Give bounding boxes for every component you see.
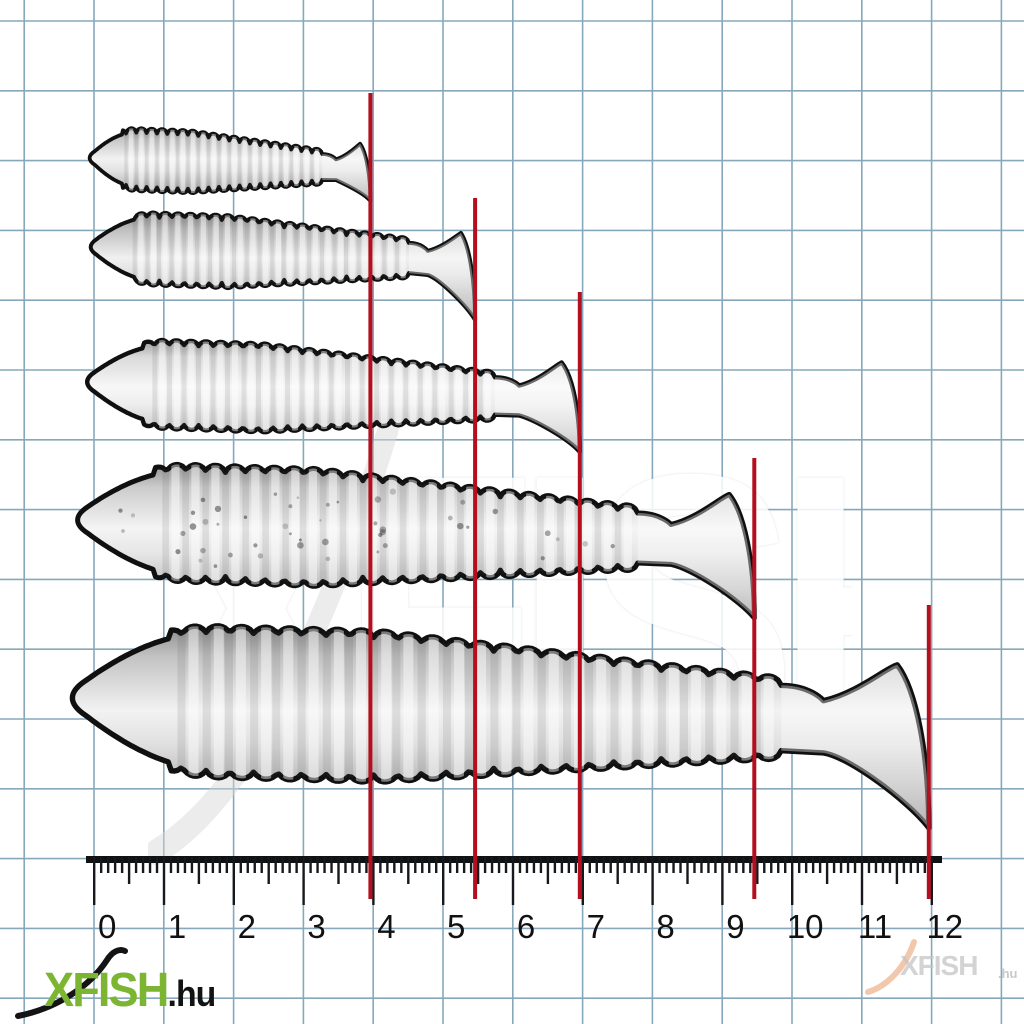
- watermark-center: XFISH: [148, 400, 852, 870]
- watermark-corner-swoosh-icon: [865, 939, 917, 995]
- logo-tld-text: .hu: [167, 973, 216, 1014]
- ruler-label-2: 2: [238, 908, 256, 945]
- ruler-label-10: 10: [787, 908, 824, 945]
- lure-2: [88, 210, 478, 322]
- site-logo: XFISH.hu: [10, 946, 270, 1024]
- ruler-label-1: 1: [168, 908, 186, 945]
- lure-1-body: [87, 126, 373, 203]
- ruler-label-5: 5: [447, 908, 465, 945]
- watermark-corner-text: XFISH: [900, 950, 978, 981]
- ruler-label-9: 9: [726, 908, 744, 945]
- ruler-label-0: 0: [98, 908, 116, 945]
- watermark-corner: XFISH .hu: [862, 934, 1022, 1004]
- ruler-label-3: 3: [307, 908, 325, 945]
- ruler-label-8: 8: [656, 908, 674, 945]
- ruler-label-6: 6: [517, 908, 535, 945]
- logo-main-text: XFISH: [44, 964, 169, 1017]
- watermark-swoosh-icon: [148, 417, 399, 865]
- lure-2-body: [88, 210, 478, 322]
- logo-hook-swoosh-icon: [15, 947, 128, 1019]
- lure-1: [87, 126, 373, 203]
- ruler-label-4: 4: [377, 908, 395, 945]
- ruler-label-7: 7: [587, 908, 605, 945]
- watermark-corner-tld: .hu: [998, 966, 1018, 981]
- ruler-labels: 0 1 2 3 4 5 6 7 8 9 10 11 12: [98, 908, 963, 945]
